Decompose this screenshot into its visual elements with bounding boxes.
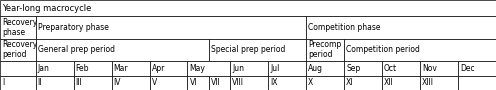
Text: Jul: Jul [270,64,280,73]
Bar [36,39,209,61]
Bar [209,39,306,61]
Bar [230,76,268,90]
Bar [306,39,344,61]
Text: XIII: XIII [422,78,434,87]
Bar [187,76,209,90]
Bar [306,16,496,39]
Bar [36,76,73,90]
Bar [149,61,187,76]
Bar [0,0,496,16]
Bar [230,61,268,76]
Bar [187,61,230,76]
Text: May: May [189,64,205,73]
Text: Year-long macrocycle: Year-long macrocycle [2,4,91,13]
Text: IX: IX [270,78,278,87]
Bar [306,76,344,90]
Bar [420,61,458,76]
Text: II: II [38,78,42,87]
Text: VI: VI [189,78,197,87]
Text: Dec: Dec [460,64,475,73]
Bar [209,76,230,90]
Text: Recovery
period: Recovery period [2,40,37,59]
Bar [0,61,36,76]
Bar [458,76,496,90]
Text: III: III [75,78,82,87]
Bar [420,76,458,90]
Text: IV: IV [114,78,121,87]
Text: Special prep period: Special prep period [211,45,285,54]
Bar [344,39,496,61]
Text: General prep period: General prep period [38,45,115,54]
Bar [0,76,36,90]
Text: V: V [151,78,157,87]
Text: Preparatory phase: Preparatory phase [38,23,109,32]
Bar [268,61,306,76]
Text: Recovery
phase: Recovery phase [2,18,37,37]
Bar [0,39,36,61]
Text: Oct: Oct [384,64,397,73]
Bar [36,61,73,76]
Text: Mar: Mar [114,64,128,73]
Text: Aug: Aug [308,64,323,73]
Text: VIII: VIII [232,78,244,87]
Bar [73,61,112,76]
Bar [382,76,420,90]
Bar [268,76,306,90]
Text: Competition phase: Competition phase [308,23,380,32]
Text: Nov: Nov [422,64,437,73]
Text: Jun: Jun [232,64,244,73]
Bar [306,61,344,76]
Text: VII: VII [211,78,221,87]
Text: Competition period: Competition period [346,45,420,54]
Text: X: X [308,78,313,87]
Text: XI: XI [346,78,354,87]
Text: Feb: Feb [75,64,89,73]
Bar [344,76,382,90]
Bar [112,61,149,76]
Bar [458,61,496,76]
Bar [73,76,112,90]
Bar [382,61,420,76]
Text: Sep: Sep [346,64,361,73]
Text: I: I [2,78,4,87]
Text: XII: XII [384,78,394,87]
Text: Jan: Jan [38,64,50,73]
Bar [36,16,306,39]
Bar [0,16,36,39]
Bar [112,76,149,90]
Bar [149,76,187,90]
Text: Apr: Apr [151,64,165,73]
Text: Precomp
period: Precomp period [308,40,341,59]
Bar [344,61,382,76]
